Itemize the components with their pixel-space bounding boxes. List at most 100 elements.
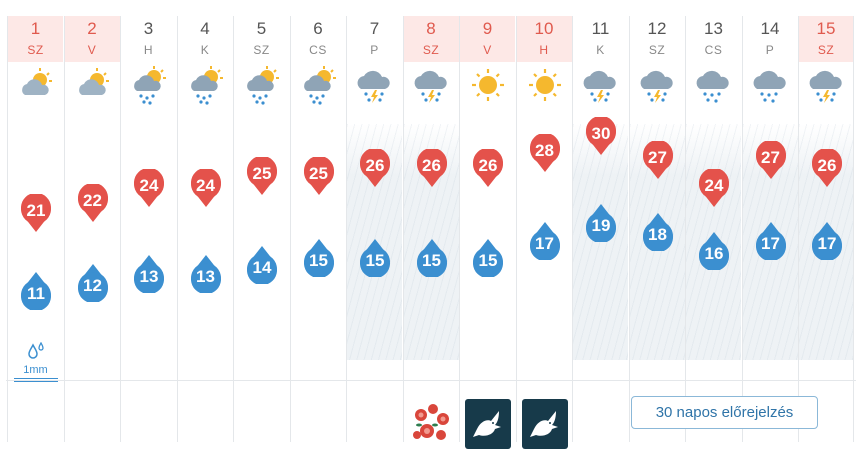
min-temp-pin: 11 (20, 272, 52, 310)
sun-cloud-rain-icon (186, 65, 226, 105)
day-name: V (483, 43, 492, 57)
day-name: CS (704, 43, 723, 57)
min-temp-value: 15 (365, 251, 385, 270)
sun-cloud-rain-icon (299, 65, 339, 105)
min-temp-value: 18 (648, 225, 667, 244)
thirty-day-forecast-button[interactable]: 30 napos előrejelzés (631, 396, 818, 429)
day-column[interactable]: 4 K 24 13 (176, 16, 233, 442)
thunderstorm-icon (355, 65, 395, 105)
day-number: 1 (30, 19, 41, 38)
max-temp-value: 25 (309, 164, 328, 183)
day-name: P (370, 43, 379, 57)
day-number: 13 (704, 19, 723, 38)
sun-cloud-rain-icon (129, 65, 169, 105)
min-temp-pin: 15 (359, 239, 391, 277)
max-temp-value: 27 (648, 148, 667, 167)
day-name: H (539, 43, 549, 57)
min-temp-pin: 19 (585, 204, 617, 242)
min-temp-pin: 17 (755, 222, 787, 260)
day-name: SZ (253, 43, 270, 57)
day-number: 6 (313, 19, 323, 38)
thunderstorm-icon (807, 65, 847, 105)
min-temp-value: 15 (478, 251, 498, 270)
flower-holiday-icon[interactable] (409, 399, 455, 449)
precipitation-amount: 1mm (23, 364, 48, 376)
max-temp-value: 24 (139, 176, 159, 195)
day-column[interactable]: 5 SZ 25 14 (233, 16, 289, 442)
day-header: 1 SZ (8, 16, 63, 62)
sun-cloud-rain-icon (242, 65, 282, 105)
day-column[interactable]: 3 H 24 13 (120, 16, 176, 442)
day-column[interactable]: 8 SZ 26 15 (402, 16, 459, 442)
day-column[interactable]: 1 SZ 21 11 1mm (7, 16, 63, 442)
day-column[interactable]: 12 SZ 27 18 (628, 16, 685, 442)
day-number: 7 (369, 19, 380, 38)
min-temp-value: 17 (535, 234, 554, 253)
min-temp-pin: 18 (642, 213, 674, 251)
precipitation: 1mm (8, 341, 63, 382)
max-temp-pin: 21 (20, 194, 52, 232)
max-temp-pin: 24 (698, 169, 730, 207)
min-temp-value: 13 (196, 267, 215, 286)
min-temp-value: 14 (252, 258, 272, 277)
day-number: 9 (482, 19, 493, 38)
day-name: SZ (648, 43, 666, 57)
day-column[interactable]: 7 P 26 15 (346, 16, 402, 442)
day-column[interactable]: 10 H 28 17 (515, 16, 572, 449)
max-temp-pin: 28 (529, 134, 561, 172)
max-temp-value: 26 (422, 156, 441, 175)
min-temp-pin: 15 (416, 239, 448, 277)
min-temp-value: 15 (422, 251, 441, 270)
day-number: 12 (647, 19, 667, 38)
dove-holiday-icon[interactable] (521, 399, 568, 449)
max-temp-pin: 27 (755, 141, 787, 179)
day-number: 4 (200, 19, 210, 38)
day-column[interactable]: 15 SZ 26 17 (798, 16, 854, 442)
max-temp-value: 22 (83, 191, 102, 210)
cloud-rain-icon (751, 65, 791, 105)
min-temp-pin: 14 (246, 246, 278, 284)
day-number: 8 (426, 19, 436, 38)
max-temp-value: 24 (704, 176, 724, 195)
day-number: 2 (87, 19, 97, 38)
day-column[interactable]: 2 V 22 12 (63, 16, 120, 442)
max-temp-pin: 30 (585, 117, 617, 155)
day-header: 15 SZ (799, 16, 853, 62)
row-divider (6, 380, 856, 381)
forecast-grid: 1 SZ 21 11 1mm 2 V 22 12 3 H 24 13 4 K 24 13 5 SZ 25 14 6 CS 25… (6, 16, 856, 449)
min-temp-pin: 12 (77, 264, 109, 302)
day-column[interactable]: 6 CS 25 15 (289, 16, 346, 442)
min-temp-pin: 15 (303, 239, 335, 277)
day-header: 8 SZ (403, 16, 459, 62)
day-column[interactable]: 11 K 30 19 (572, 16, 628, 442)
day-number: 10 (534, 19, 554, 38)
day-header: 5 SZ (234, 16, 289, 62)
day-column[interactable]: 9 V 26 15 (459, 16, 515, 449)
partly-cloudy-icon (73, 65, 113, 105)
raindrops-icon (26, 341, 46, 362)
max-temp-value: 21 (26, 201, 46, 220)
dove-holiday-icon[interactable] (465, 399, 511, 449)
day-name: SZ (817, 43, 835, 57)
day-column[interactable]: 13 CS 24 16 (685, 16, 741, 442)
day-header: 11 K (573, 16, 628, 62)
day-name: K (200, 43, 210, 57)
thunderstorm-icon (581, 65, 621, 105)
partly-cloudy-icon (16, 65, 56, 105)
day-column[interactable]: 14 P 27 17 (741, 16, 798, 442)
sun-icon (468, 65, 508, 105)
min-temp-pin: 16 (698, 232, 730, 270)
max-temp-value: 24 (196, 176, 215, 195)
max-temp-value: 26 (817, 156, 837, 175)
max-temp-value: 26 (365, 156, 385, 175)
day-header: 14 P (743, 16, 798, 62)
max-temp-pin: 26 (472, 149, 504, 187)
max-temp-pin: 24 (133, 169, 165, 207)
day-number: 14 (760, 19, 780, 38)
max-temp-pin: 26 (359, 149, 391, 187)
max-temp-pin: 27 (642, 141, 674, 179)
min-temp-pin: 17 (811, 222, 843, 260)
day-name: CS (309, 43, 327, 57)
